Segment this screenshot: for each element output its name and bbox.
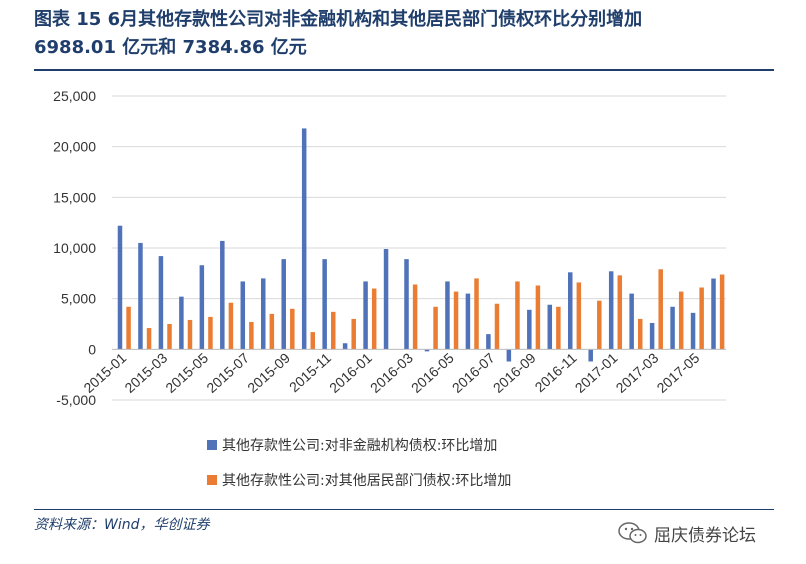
bar-series-1 [690,312,696,350]
wechat-icon [618,522,647,544]
x-tick-label: 2015-03 [121,350,170,396]
x-tick-labels: 2015-012015-032015-052015-072015-092015-… [80,350,702,396]
y-tick-label: 5,000 [61,291,96,307]
bar-series-1 [240,281,246,350]
legend-swatch-series-1 [207,440,217,450]
bar-series-1 [301,128,307,350]
bar-series-1 [527,309,532,350]
bar-series-1 [383,249,389,350]
bar-series-1 [424,349,430,352]
bar-series-2 [433,306,438,350]
bar-series-1 [220,240,225,350]
x-tick-label: 2015-09 [244,350,293,396]
x-tick-label: 2015-05 [162,350,211,396]
bar-series-1 [588,349,593,362]
bar-series-2 [351,318,356,350]
bar-series-2 [597,300,602,350]
watermark: 屈庆债券论坛 [618,518,756,548]
y-tick-label: 15,000 [53,189,96,205]
bar-series-2 [330,311,336,350]
bar-series-2 [535,285,541,350]
y-tick-labels: -5,000 0 5,000 10,000 15,000 20,000 25,000 [53,88,96,408]
bar-series-2 [515,281,520,350]
y-tick-label: 0 [88,341,96,357]
legend-swatch-series-2 [207,475,217,485]
title-divider [34,69,774,71]
y-tick-label: -5,000 [56,392,96,408]
bar-series-1 [486,334,491,350]
x-tick-label: 2017-01 [572,350,621,396]
bar-series-2 [187,319,193,350]
x-tick-label: 2017-03 [613,350,662,396]
bar-series-2 [228,302,234,350]
title-line-1: 图表 15 6月其他存款性公司对非金融机构和其他居民部门债权环比分别增加 [34,9,643,30]
bar-series-1 [465,293,471,350]
bar-series-2 [678,291,684,350]
bar-series-1 [179,296,184,350]
bar-series-1 [649,322,655,350]
chart-title: 图表 15 6月其他存款性公司对非金融机构和其他居民部门债权环比分别增加 698… [34,6,794,62]
bar-series-2 [637,318,643,350]
bar-series-2 [146,328,152,350]
source-note: 资料来源：Wind，华创证券 [34,517,210,533]
bar-series-1 [445,281,450,350]
bar-series-1 [260,278,266,350]
bar-series-2 [249,321,254,350]
legend-label-series-2: 其他存款性公司:对其他居民部门债权:环比增加 [222,473,511,489]
bar-series-1 [506,349,512,362]
bar-chart: -5,000 0 5,000 10,000 15,000 20,000 25,000 201… [53,88,726,489]
bar-series-1 [158,256,164,350]
x-tick-label: 2016-03 [367,350,416,396]
bar-series-1 [342,343,348,350]
x-tick-label: 2016-07 [449,350,498,396]
x-tick-label: 2015-11 [286,350,334,396]
bar-series-2 [310,332,316,350]
footer-divider [34,509,774,510]
bar-series-2 [474,278,479,350]
y-tick-label: 10,000 [53,240,96,256]
watermark-text: 屈庆债券论坛 [654,525,756,546]
bar-series-1 [404,259,409,350]
bar-series-2 [576,282,582,350]
title-line-2: 6988.01 亿元和 7384.86 亿元 [34,37,307,58]
x-tick-label: 2016-09 [490,350,539,396]
bar-series-2 [719,274,725,350]
bar-series-2 [208,316,213,350]
x-tick-label: 2015-07 [203,350,252,396]
x-tick-label: 2017-05 [654,350,703,396]
bar-series-1 [322,259,327,350]
bar-series-2 [699,287,704,350]
bar-series-1 [199,265,205,350]
bar-series-2 [269,313,275,350]
bar-series-1 [547,304,553,350]
x-tick-label: 2016-05 [408,350,457,396]
bar-series-1 [670,306,675,350]
bar-series-2 [412,284,418,350]
bar-series-1 [567,272,573,350]
bars [117,128,725,362]
bar-series-1 [363,281,368,350]
bar-series-2 [494,303,500,350]
bar-series-2 [617,275,623,350]
bar-series-2 [290,308,295,350]
bar-series-1 [117,225,123,350]
bar-series-1 [711,278,716,350]
bar-series-2 [126,306,131,350]
bar-series-1 [138,242,143,350]
y-tick-label: 20,000 [53,139,96,155]
bar-series-1 [281,259,286,350]
bar-series-1 [629,293,634,350]
bar-series-2 [453,291,459,350]
y-tick-label: 25,000 [53,88,96,104]
x-tick-label: 2016-11 [532,350,580,396]
legend: 其他存款性公司:对非金融机构债权:环比增加 其他存款性公司:对其他居民部门债权:… [207,438,511,489]
bar-series-1 [608,271,614,350]
legend-label-series-1: 其他存款性公司:对非金融机构债权:环比增加 [222,438,497,454]
x-tick-label: 2016-01 [326,350,375,396]
bar-series-2 [658,269,663,350]
bar-series-2 [556,306,561,350]
bar-series-2 [167,324,172,350]
bar-series-2 [371,288,377,350]
